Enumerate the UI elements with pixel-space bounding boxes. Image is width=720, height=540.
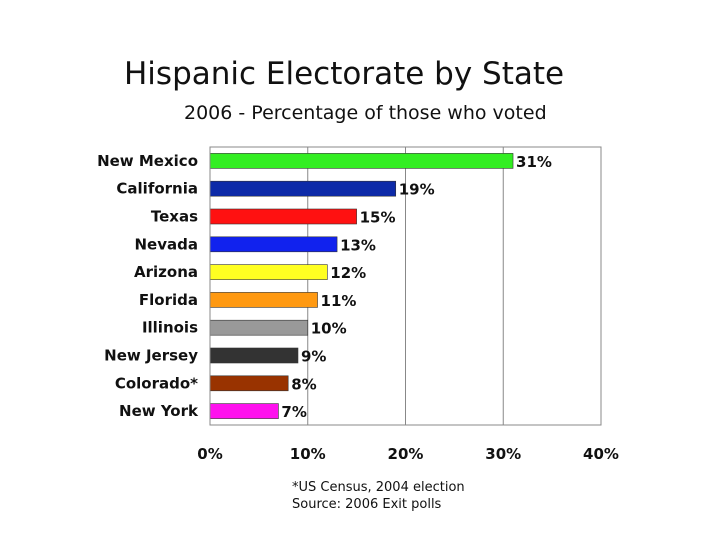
source-footnote: Source: 2006 Exit polls — [292, 497, 442, 512]
x-tick-label: 20% — [388, 445, 424, 463]
category-label: New York — [119, 402, 199, 420]
x-tick-label: 40% — [583, 445, 619, 463]
category-label: Illinois — [142, 319, 198, 337]
category-label: Nevada — [135, 235, 199, 253]
data-label: 13% — [340, 236, 376, 254]
bar — [209, 264, 328, 280]
data-label: 15% — [360, 209, 396, 227]
bar — [209, 375, 289, 392]
data-label: 9% — [301, 348, 326, 366]
data-label: 31% — [516, 153, 552, 171]
bar — [209, 319, 309, 336]
bars — [209, 153, 514, 419]
x-tick-label: 10% — [290, 445, 326, 463]
data-label: 19% — [399, 181, 435, 199]
category-label: New Mexico — [97, 152, 198, 170]
x-tick-label: 30% — [485, 445, 521, 463]
bar — [209, 236, 338, 253]
bar — [209, 153, 514, 169]
category-label: Colorado* — [115, 374, 198, 392]
bar — [209, 347, 299, 364]
plot-area — [209, 146, 602, 426]
bar — [209, 403, 279, 419]
labels: 0% 10% 20% 30% 40% New Mexico 31% California 19%… — [97, 152, 619, 463]
category-label: California — [116, 180, 198, 198]
x-tick-label: 0% — [197, 445, 222, 463]
data-label: 7% — [281, 403, 306, 421]
bar — [209, 208, 357, 225]
data-label: 12% — [330, 264, 366, 282]
chart-title: Hispanic Electorate by State — [124, 56, 565, 92]
data-label: 11% — [321, 292, 357, 310]
data-label: 10% — [311, 320, 347, 338]
bar — [209, 292, 318, 308]
category-label: Florida — [139, 291, 198, 309]
footnotes: *US Census, 2004 election Source: 2006 E… — [292, 479, 465, 513]
census-footnote: *US Census, 2004 election — [292, 480, 465, 495]
chart-subtitle: 2006 - Percentage of those who voted — [184, 102, 547, 124]
data-label: 8% — [291, 375, 316, 393]
category-label: New Jersey — [104, 347, 198, 365]
bar — [209, 180, 397, 197]
category-label: Texas — [151, 208, 198, 226]
category-label: Arizona — [134, 263, 198, 281]
